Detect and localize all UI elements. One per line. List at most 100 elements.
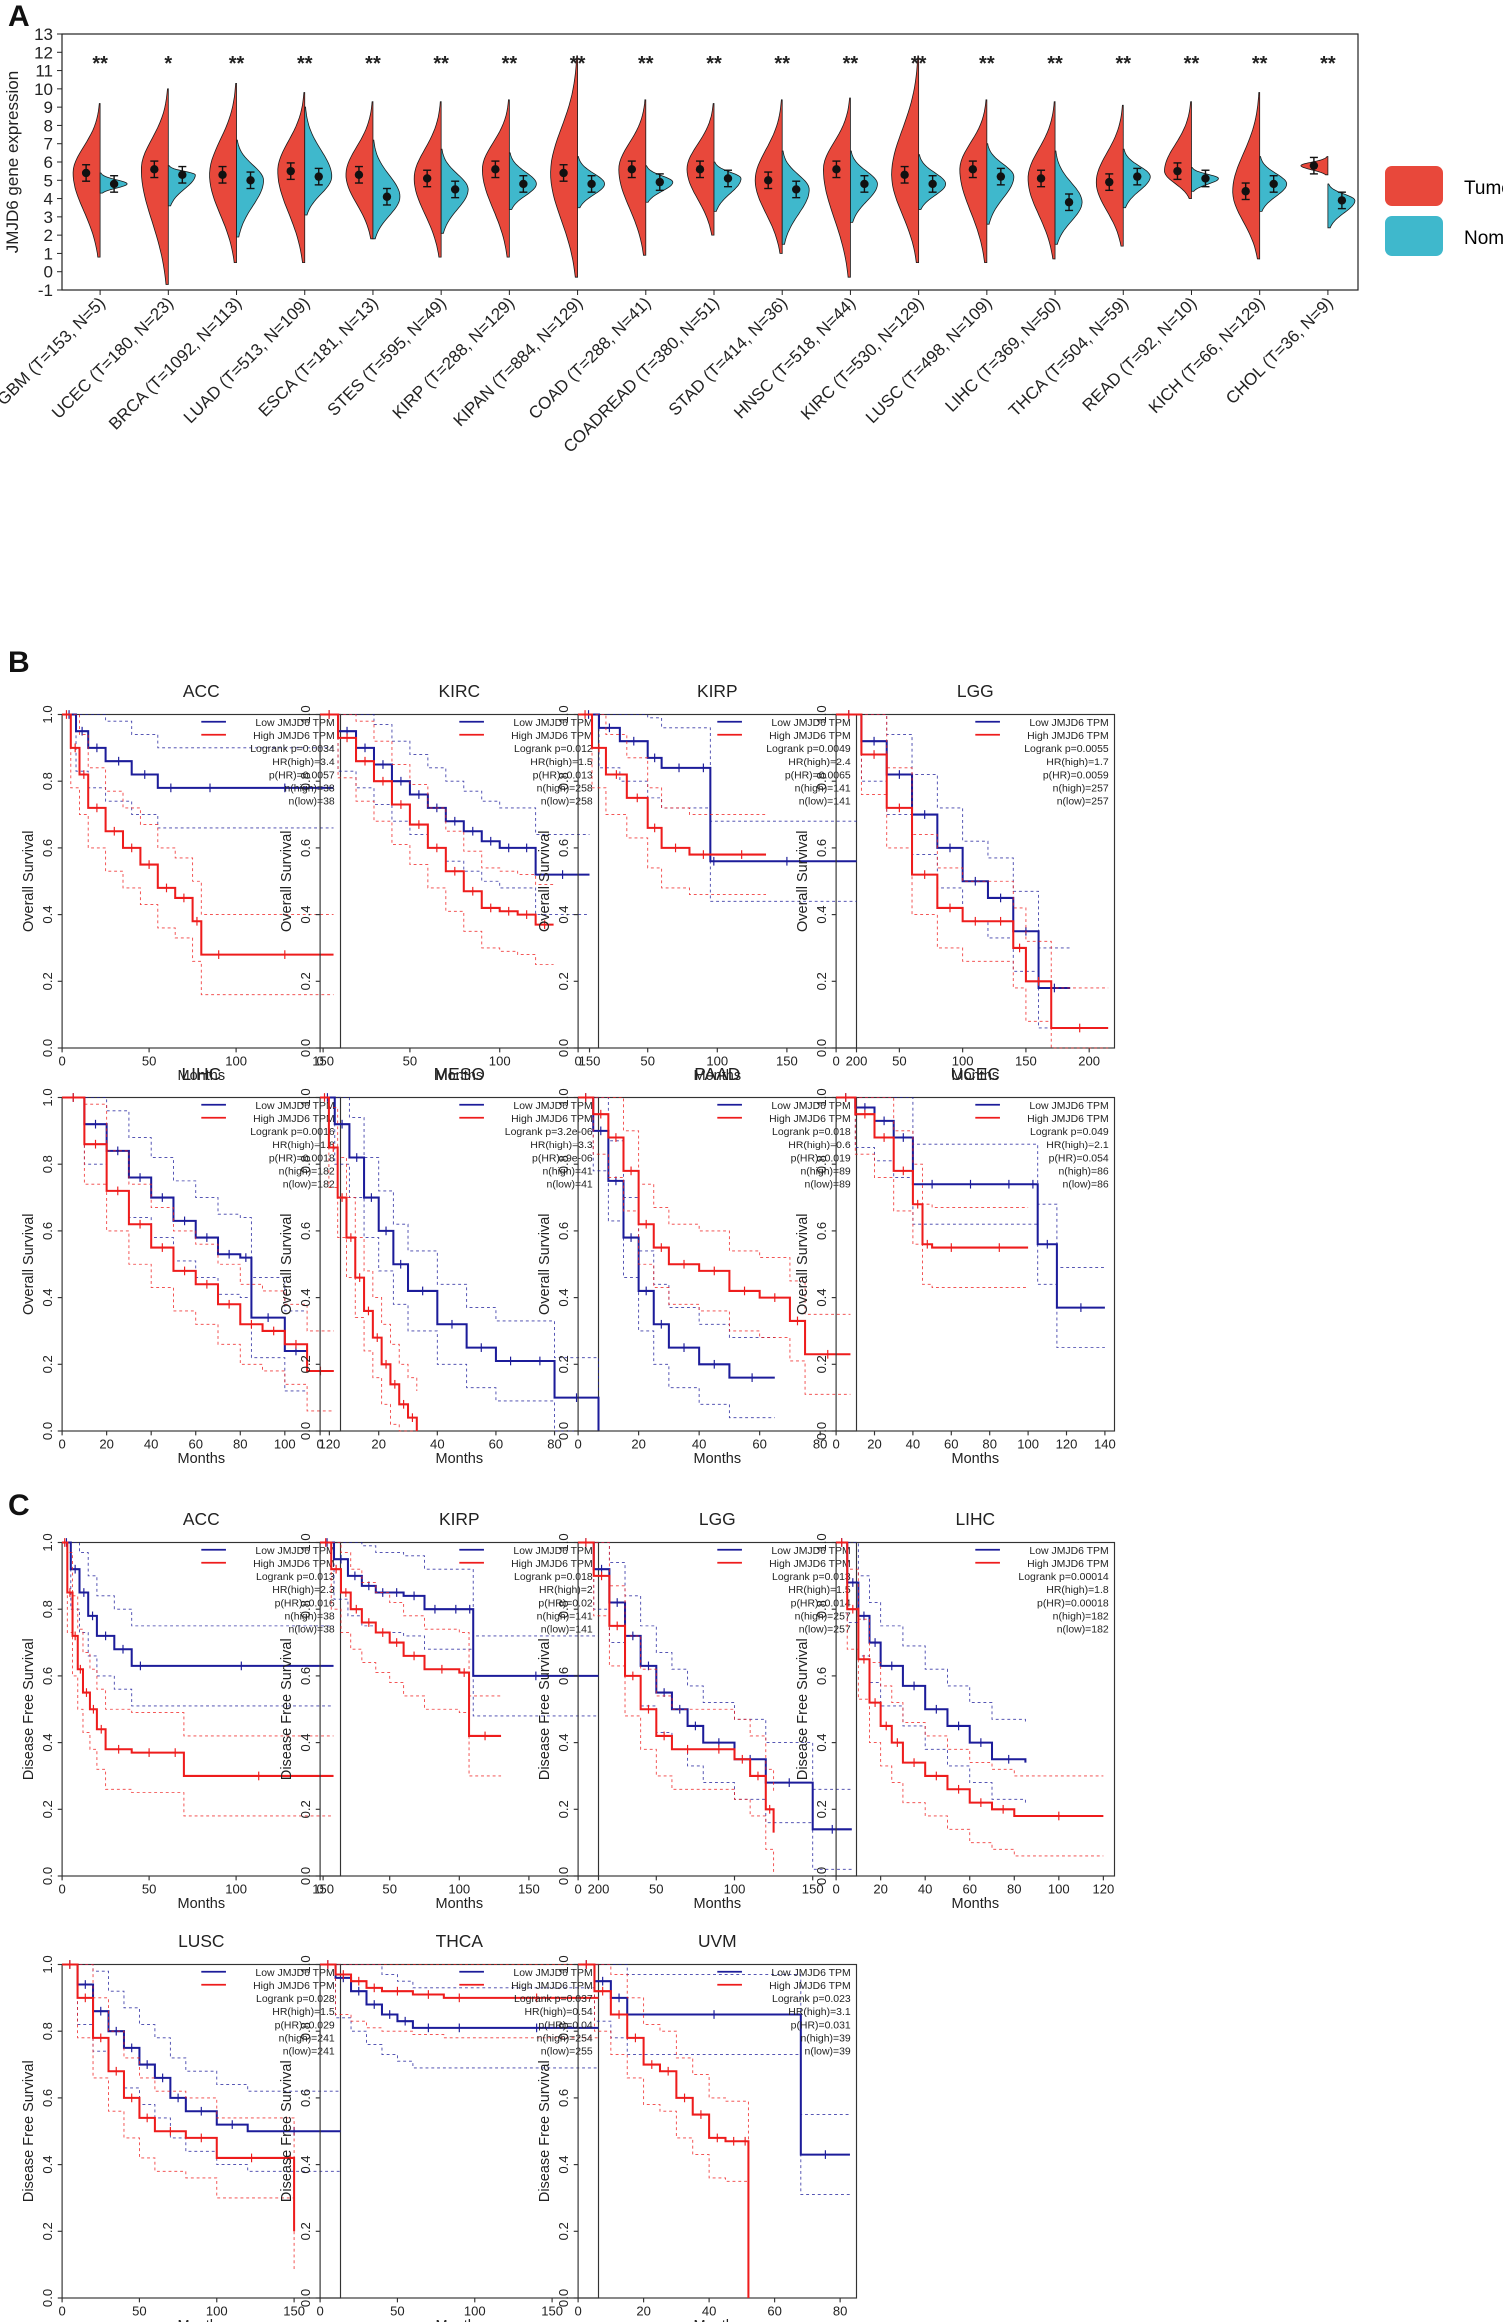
km-title: LUSC xyxy=(178,1931,224,1951)
tumor-9-median-dot xyxy=(695,165,705,174)
significance-label: ** xyxy=(1320,53,1336,75)
km-ci-line xyxy=(62,1097,308,1392)
km-y-axis-label: Overall Survival xyxy=(795,830,811,932)
x-tick-label: LIHC (T=369, N=50) xyxy=(942,293,1064,415)
km-x-tick-label: 20 xyxy=(873,1881,888,1896)
km-ci-line xyxy=(836,1542,1026,1723)
km-x-tick-label: 150 xyxy=(579,1053,601,1068)
km-stat-label: HR(high)=2.4 xyxy=(788,757,851,768)
km-stat-label: Logrank p=3.2e-06 xyxy=(505,1127,593,1138)
tumor-7-median-dot xyxy=(559,168,568,178)
km-stat-label: n(high)=141 xyxy=(795,783,851,794)
km-y-axis-label: Overall Survival xyxy=(537,830,553,932)
km-y-tick-label: 0.2 xyxy=(556,1355,571,1373)
km-y-axis-label: Overall Survival xyxy=(21,1213,37,1315)
km-x-tick-label: 0 xyxy=(58,1436,65,1451)
significance-label: ** xyxy=(570,53,586,75)
km-y-axis-label: Disease Free Survival xyxy=(21,1638,37,1780)
km-y-tick-label: 0.4 xyxy=(40,1289,55,1307)
km-y-tick-label: 0.6 xyxy=(556,839,571,857)
km-title: LGG xyxy=(699,1509,736,1529)
km-stat-label: HR(high)=1.8 xyxy=(272,1140,335,1151)
km-y-tick-label: 0.4 xyxy=(814,1734,829,1752)
km-stat-label: n(low)=182 xyxy=(283,1179,335,1190)
y-tick-label: 5 xyxy=(44,171,53,190)
km-x-tick-label: 50 xyxy=(382,1881,397,1896)
km-legend-label: High JMJD6 TPM xyxy=(769,731,851,742)
km-y-tick-label: 0.0 xyxy=(40,1867,55,1885)
normal-4-median-dot xyxy=(382,192,392,201)
km-y-tick-label: 0.8 xyxy=(814,772,829,790)
normal-12-median-dot xyxy=(928,179,937,189)
y-axis-label: JMJD6 gene expression xyxy=(3,71,22,253)
km-x-tick-label: 50 xyxy=(142,1053,157,1068)
km-frame xyxy=(319,713,600,1049)
km-ci-line xyxy=(578,1542,852,1790)
km-curve-low xyxy=(320,1096,600,1432)
km-stat-label: n(low)=257 xyxy=(799,1624,851,1635)
km-y-tick-label: 0.6 xyxy=(814,1667,829,1685)
km-title: ACC xyxy=(183,681,220,701)
tumor-14-median-dot xyxy=(1036,174,1046,183)
km-legend-label: Low JMJD6 TPM xyxy=(771,718,850,729)
km-frame xyxy=(61,1541,342,1877)
km-legend-label: High JMJD6 TPM xyxy=(253,1981,335,1992)
km-ci-line xyxy=(578,1097,851,1315)
km-stat-label: HR(high)=3.4 xyxy=(272,757,335,768)
x-tick-label: STAD (T=414, N=36) xyxy=(665,293,791,419)
km-x-tick-label: 120 xyxy=(1092,1881,1114,1896)
km-y-tick-label: 0.6 xyxy=(814,839,829,857)
km-plot-c3: LGG 0.0 0.2 0.4 0.6 0.8 1.0 0 50 100 150 Months Dise… xyxy=(537,1509,858,1912)
km-x-tick-label: 50 xyxy=(892,1053,907,1068)
km-x-tick-label: 40 xyxy=(702,2303,717,2318)
km-x-tick-label: 60 xyxy=(188,1436,203,1451)
km-x-tick-label: 200 xyxy=(1078,1053,1100,1068)
km-x-tick-label: 0 xyxy=(316,1053,323,1068)
km-y-tick-label: 0.4 xyxy=(556,1289,571,1307)
km-frame xyxy=(319,1541,600,1877)
km-curve-high xyxy=(836,1096,1029,1249)
km-stat-label: n(low)=89 xyxy=(805,1179,851,1190)
km-stat-label: n(low)=39 xyxy=(805,2046,851,2057)
km-stat-label: HR(high)=2.1 xyxy=(1046,1140,1109,1151)
km-title: UCEC xyxy=(951,1064,1000,1084)
km-stat-label: n(high)=241 xyxy=(279,2033,335,2044)
km-stat-label: n(low)=38 xyxy=(289,1624,335,1635)
km-y-tick-label: 0.4 xyxy=(814,1289,829,1307)
km-stat-label: n(high)=38 xyxy=(284,783,334,794)
km-x-tick-label: 20 xyxy=(99,1436,114,1451)
km-y-tick-label: 0.0 xyxy=(556,1039,571,1057)
km-y-tick-label: 1.0 xyxy=(40,1955,55,1973)
km-ci-line xyxy=(578,1964,749,2258)
km-plot-b5: LIHC 0.0 0.2 0.4 0.6 0.8 1.0 0 20 40 60 80 100 120 Mon… xyxy=(21,1064,342,1467)
km-y-tick-label: 0.6 xyxy=(298,1667,313,1685)
km-x-tick-label: 50 xyxy=(403,1053,418,1068)
km-x-tick-label: 0 xyxy=(58,2303,65,2318)
km-legend-label: High JMJD6 TPM xyxy=(769,1981,851,1992)
tumor-11-median-dot xyxy=(832,165,841,174)
normal-18-median-dot xyxy=(1337,196,1347,205)
km-stat-label: n(high)=38 xyxy=(284,1611,334,1622)
significance-label: ** xyxy=(433,53,449,75)
km-x-tick-label: 60 xyxy=(752,1436,767,1451)
km-stat-label: n(high)=39 xyxy=(800,2033,850,2044)
km-y-tick-label: 0.0 xyxy=(298,1039,313,1057)
significance-label: ** xyxy=(911,53,927,75)
km-ci-line xyxy=(62,1542,334,1737)
km-stat-label: n(low)=141 xyxy=(541,1624,593,1635)
km-y-tick-label: 0.2 xyxy=(40,1800,55,1818)
km-y-tick-label: 0.8 xyxy=(40,772,55,790)
km-stat-label: HR(high)=1.7 xyxy=(1046,757,1109,768)
km-frame xyxy=(319,1096,600,1432)
x-tick-label: STES (T=595, N=49) xyxy=(324,293,450,419)
km-y-tick-label: 0.4 xyxy=(40,2156,55,2174)
km-stat-label: Logrank p=0.012 xyxy=(514,744,593,755)
significance-label: ** xyxy=(365,53,381,75)
violin-tumor-6 xyxy=(481,99,510,258)
km-y-tick-label: 0.6 xyxy=(814,1222,829,1240)
km-curve-high xyxy=(578,713,767,856)
km-frame xyxy=(835,1096,1116,1432)
km-ci-line xyxy=(62,714,334,916)
km-x-axis-label: Months xyxy=(178,1451,226,1467)
panel-label-b: B xyxy=(8,646,30,679)
